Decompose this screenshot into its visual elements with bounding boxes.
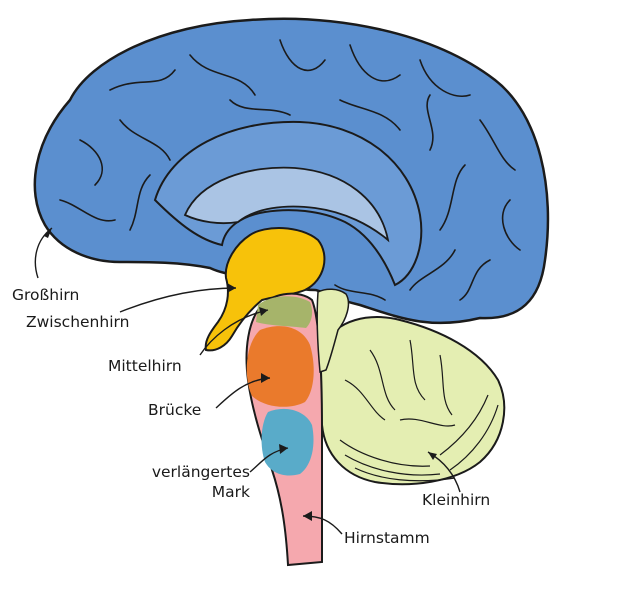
stalk-shape (316, 288, 350, 374)
diencephalon-shape (204, 227, 326, 352)
medulla-shape (261, 408, 314, 476)
leader-grosshirn (34, 227, 53, 279)
pons-shape (246, 326, 314, 407)
label-hirnstamm: Hirnstamm (344, 529, 430, 547)
label-mittelhirn: Mittelhirn (108, 357, 182, 375)
label-kleinhirn: Kleinhirn (422, 491, 491, 509)
label-bruecke: Brücke (148, 401, 202, 419)
cerebellum-shape (318, 316, 506, 486)
leader-lines (34, 227, 461, 535)
label-verlaengertes-line2: Mark (211, 483, 250, 501)
cerebellum-folia (339, 339, 499, 482)
leader-zwischenhirn (119, 287, 237, 313)
leader-mittelhirn (199, 309, 269, 356)
label-verlaengertes-line1: verlängertes (151, 463, 250, 481)
label-grosshirn: Großhirn (12, 286, 80, 304)
arrow-heads (44, 228, 437, 521)
ventricle-shape (183, 166, 390, 243)
gyri-lines (59, 39, 521, 301)
label-zwischenhirn: Zwischenhirn (26, 313, 130, 331)
midbrain-shape (256, 296, 313, 328)
